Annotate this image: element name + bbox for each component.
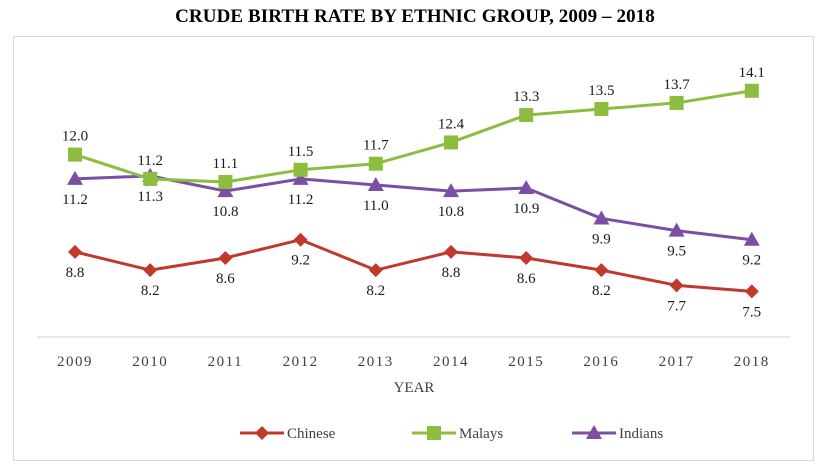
data-point-chinese xyxy=(669,278,684,293)
data-label-chinese: 8.6 xyxy=(216,271,235,287)
data-label-malays: 12.4 xyxy=(438,116,465,132)
data-point-indians xyxy=(67,170,83,185)
data-point-malays xyxy=(594,102,609,116)
data-label-indians: 11.2 xyxy=(62,192,88,208)
x-tick-label: 2018 xyxy=(734,354,770,370)
data-label-indians: 11.0 xyxy=(363,198,389,214)
legend-item-malays: Malays xyxy=(412,426,503,442)
x-tick-label: 2014 xyxy=(433,354,469,370)
data-label-indians: 9.9 xyxy=(592,231,611,247)
data-point-chinese xyxy=(519,250,534,265)
data-point-malays xyxy=(368,156,383,171)
data-label-chinese: 7.5 xyxy=(742,304,761,320)
data-label-malays: 11.5 xyxy=(288,144,314,160)
data-label-indians: 10.8 xyxy=(212,204,238,220)
data-label-malays: 11.1 xyxy=(213,156,239,172)
legend-label: Chinese xyxy=(287,426,336,442)
series-chinese xyxy=(68,232,759,299)
series-layer xyxy=(67,83,760,299)
series-indians xyxy=(67,167,760,246)
data-label-malays: 13.7 xyxy=(663,77,690,93)
data-label-indians: 10.9 xyxy=(513,201,539,217)
data-label-indians: 11.2 xyxy=(288,192,314,208)
x-tick-label: 2010 xyxy=(132,354,168,370)
series-line-indians xyxy=(74,174,752,242)
data-point-indians xyxy=(217,183,234,198)
data-point-indians xyxy=(292,170,309,185)
data-labels: 8.8 8.2 8.6 9.2 8.2 8.8 8.6 8.2 7.7 7.5 12.0 11.2 11… xyxy=(62,65,765,321)
data-label-malays: 13.3 xyxy=(513,89,539,105)
data-point-malays xyxy=(744,83,759,98)
data-point-chinese xyxy=(594,263,609,278)
legend-item-indians: Indians xyxy=(572,425,663,442)
data-label-chinese: 8.2 xyxy=(592,283,611,299)
chart-frame xyxy=(13,36,814,461)
data-label-chinese: 8.2 xyxy=(141,283,160,299)
data-point-chinese xyxy=(143,263,158,278)
legend-marker-triangle xyxy=(586,425,602,439)
x-tick-label: 2011 xyxy=(208,354,243,370)
data-point-chinese xyxy=(444,244,458,259)
x-tick-label: 2016 xyxy=(583,354,619,370)
series-line-malays xyxy=(74,89,753,184)
data-label-malays: 14.1 xyxy=(739,65,765,81)
x-tick-label: 2015 xyxy=(508,354,544,370)
data-point-chinese xyxy=(68,244,82,259)
data-point-indians xyxy=(367,177,384,191)
data-label-chinese: 8.8 xyxy=(442,265,461,281)
data-point-malays xyxy=(68,147,82,162)
data-label-malays: 13.5 xyxy=(588,83,614,99)
x-tick-label: 2013 xyxy=(358,354,394,370)
legend-marker-diamond xyxy=(255,426,269,440)
data-label-chinese: 8.6 xyxy=(517,271,536,287)
data-label-indians: 11.3 xyxy=(137,189,163,205)
legend-label: Indians xyxy=(619,426,663,442)
data-label-malays: 11.7 xyxy=(363,138,389,154)
data-label-chinese: 8.8 xyxy=(66,265,85,281)
data-label-chinese: 8.2 xyxy=(366,283,385,299)
chart-title: CRUDE BIRTH RATE BY ETHNIC GROUP, 2009 –… xyxy=(175,6,655,27)
legend-marker-square xyxy=(427,426,441,440)
data-point-chinese xyxy=(293,232,308,247)
data-label-chinese: 7.7 xyxy=(667,298,686,314)
data-label-malays: 12.0 xyxy=(62,129,88,145)
data-label-indians: 9.5 xyxy=(667,244,686,260)
data-label-indians: 10.8 xyxy=(438,204,464,220)
data-point-chinese xyxy=(218,250,233,265)
x-tick-labels: 2009 2010 2011 2012 2013 2014 2015 2016 2017 2018 xyxy=(57,354,770,370)
data-point-indians xyxy=(593,210,610,225)
series-line-chinese xyxy=(74,238,752,293)
data-label-chinese: 9.2 xyxy=(291,253,310,269)
data-point-indians xyxy=(518,180,535,195)
data-point-malays xyxy=(143,171,158,186)
data-point-malays xyxy=(519,108,534,123)
data-point-indians xyxy=(668,222,685,237)
legend: Chinese Malays Indians xyxy=(240,425,663,442)
legend-label: Malays xyxy=(459,426,503,442)
x-tick-label: 2017 xyxy=(659,354,695,370)
data-point-malays xyxy=(218,174,233,189)
data-point-malays xyxy=(444,135,458,150)
data-point-malays xyxy=(669,95,684,110)
legend-item-chinese: Chinese xyxy=(240,426,336,442)
data-point-malays xyxy=(293,162,308,177)
data-label-malays: 11.2 xyxy=(137,153,163,169)
x-axis-label: YEAR xyxy=(394,380,435,396)
data-label-indians: 9.2 xyxy=(742,253,761,269)
data-point-chinese xyxy=(744,284,759,299)
data-point-indians xyxy=(743,231,760,246)
series-malays xyxy=(68,83,759,189)
x-tick-label: 2012 xyxy=(283,354,319,370)
data-point-chinese xyxy=(368,263,383,278)
data-point-indians xyxy=(443,183,459,198)
x-tick-label: 2009 xyxy=(57,354,93,370)
